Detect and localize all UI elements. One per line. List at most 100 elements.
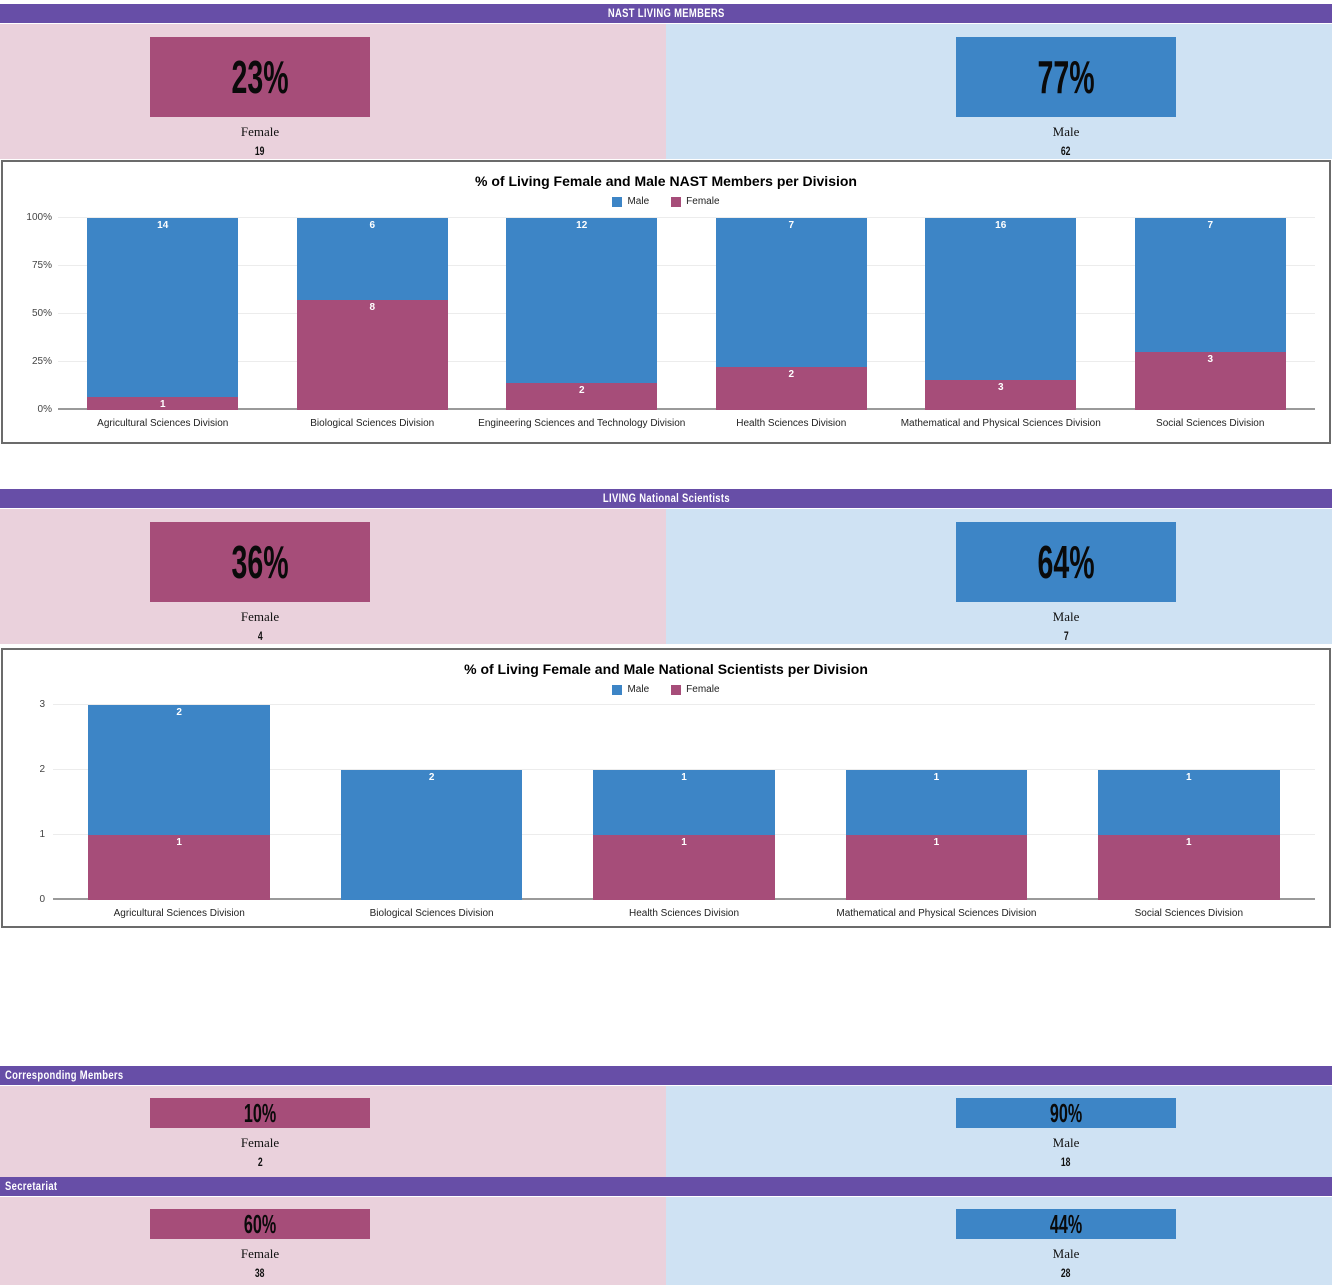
bar-segment-female[interactable]: 1 <box>845 835 1028 900</box>
section-header-secretariat: Secretariat <box>0 1177 1332 1197</box>
female-percent: 60% <box>243 1209 277 1239</box>
male-count: 28 <box>1061 1266 1071 1280</box>
female-legend-swatch <box>671 684 682 695</box>
x-axis-label: Social Sciences Division <box>1134 908 1244 919</box>
bar-segment-male[interactable]: 1 <box>845 770 1028 835</box>
bar-value-label: 12 <box>576 220 588 231</box>
male-panel: 77% Male 62 <box>666 24 1332 159</box>
gridline <box>58 313 1315 314</box>
female-panel: 23% Female 19 <box>0 24 666 159</box>
female-percent-box: 10% <box>150 1098 370 1128</box>
bar-value-label: 14 <box>157 220 169 231</box>
y-tick-label: 50% <box>31 308 52 319</box>
female-label: Female <box>240 124 280 139</box>
female-percent: 36% <box>231 536 289 588</box>
legend-item-male: Male <box>612 684 649 695</box>
x-axis-label: Agricultural Sciences Division <box>97 418 229 429</box>
bar-segment-male[interactable]: 2 <box>88 705 271 835</box>
bar-segment-male[interactable]: 14 <box>87 218 239 398</box>
bar-segment-female[interactable]: 1 <box>593 835 775 900</box>
bar-slot: 16 3 <box>896 218 1106 410</box>
y-tick-label: 75% <box>31 260 52 271</box>
bar-segment-female[interactable]: 2 <box>506 382 658 410</box>
bar-segment-female[interactable]: 8 <box>296 300 448 410</box>
male-count: 18 <box>1061 1155 1071 1169</box>
female-count: 2 <box>257 1155 263 1169</box>
y-tick-label: 0 <box>39 894 45 905</box>
x-axis-label: Biological Sciences Division <box>310 418 435 429</box>
male-stat: 90% Male 18 <box>956 1098 1176 1169</box>
section-header-living-national-scientists: LIVING National Scientists <box>0 489 1332 509</box>
male-label: Male <box>1052 124 1080 139</box>
gridline <box>53 704 1315 705</box>
male-count: 62 <box>1061 144 1071 158</box>
legend-male-label: Male <box>627 684 650 695</box>
bar-value-label: 2 <box>428 772 435 784</box>
y-tick-label: 100% <box>26 212 52 223</box>
male-label: Male <box>1052 1135 1080 1150</box>
bar-segment-male[interactable]: 1 <box>593 770 775 835</box>
bar-value-label: 2 <box>176 707 182 718</box>
bar-value-label: 6 <box>369 220 376 231</box>
male-stat: 64% Male 7 <box>956 522 1176 643</box>
bar-slot: 12 2 <box>477 218 687 410</box>
bar-segment-male[interactable]: 7 <box>1134 218 1286 353</box>
chart-legend: Male Female <box>3 196 1329 207</box>
bar-value-label: 1 <box>681 772 687 784</box>
bar-segment-female[interactable]: 2 <box>715 367 867 410</box>
bar-segment-female[interactable]: 1 <box>87 397 239 411</box>
male-percent-box: 44% <box>956 1209 1176 1239</box>
bar-segment-female[interactable]: 1 <box>88 834 271 900</box>
male-legend-swatch <box>612 684 623 695</box>
bar-segment-male[interactable]: 6 <box>296 218 448 301</box>
bar-segment-female[interactable]: 3 <box>925 379 1077 410</box>
bar-value-label: 1 <box>1186 772 1192 784</box>
y-tick-label: 25% <box>31 356 52 367</box>
legend-item-female: Female <box>671 196 720 207</box>
bar-segment-male[interactable]: 2 <box>340 770 523 900</box>
male-percent-box: 77% <box>956 37 1176 117</box>
legend-item-female: Female <box>671 684 720 695</box>
section-body-nast-living-members: 23% Female 19 77% Male 62 <box>0 24 1332 159</box>
bar-value-label: 16 <box>995 220 1007 231</box>
bar-value-label: 3 <box>1207 354 1214 366</box>
x-axis-label: Mathematical and Physical Sciences Divis… <box>900 418 1101 429</box>
section-header-corresponding-members: Corresponding Members <box>0 1066 1332 1086</box>
bar-value-label: 7 <box>788 220 795 231</box>
female-label: Female <box>240 1135 280 1150</box>
bar-slot: 14 1 <box>58 218 268 410</box>
male-panel: 44% Male 28 <box>666 1197 1332 1285</box>
female-stat: 60% Female 38 <box>150 1209 370 1280</box>
bar-value-label: 7 <box>1207 220 1214 231</box>
female-percent-box: 60% <box>150 1209 370 1239</box>
bar-segment-female[interactable]: 1 <box>1097 835 1280 900</box>
y-tick-label: 2 <box>39 764 45 776</box>
male-percent: 90% <box>1049 1098 1083 1128</box>
legend-male-label: Male <box>627 196 650 207</box>
male-stat: 77% Male 62 <box>956 37 1176 158</box>
chart-nast-members-per-division: % of Living Female and Male NAST Members… <box>1 160 1331 444</box>
gridline <box>58 217 1315 218</box>
bar-value-label: 1 <box>933 837 940 848</box>
bar-segment-female[interactable]: 3 <box>1134 352 1286 410</box>
male-percent-box: 90% <box>956 1098 1176 1128</box>
plot-area: 0% 25% 50% 75% 100% 14 1 6 8 12 2 7 2 16 3 7 3 <box>26 213 1316 415</box>
bar-segment-male[interactable]: 16 <box>925 218 1077 380</box>
female-panel: 60% Female 38 <box>0 1197 666 1285</box>
male-panel: 64% Male 7 <box>666 509 1332 644</box>
section-title: Corresponding Members <box>5 1069 124 1082</box>
legend-female-label: Female <box>686 684 720 695</box>
bar-segment-male[interactable]: 7 <box>715 218 867 368</box>
y-tick-label: 0% <box>37 404 52 415</box>
male-stat: 44% Male 28 <box>956 1209 1176 1280</box>
bar-segment-male[interactable]: 1 <box>1097 770 1280 835</box>
bar-value-label: 8 <box>369 302 376 314</box>
bar-segment-male[interactable]: 12 <box>506 218 658 383</box>
bar-value-label: 2 <box>788 369 795 381</box>
bar-value-label: 1 <box>159 399 166 411</box>
